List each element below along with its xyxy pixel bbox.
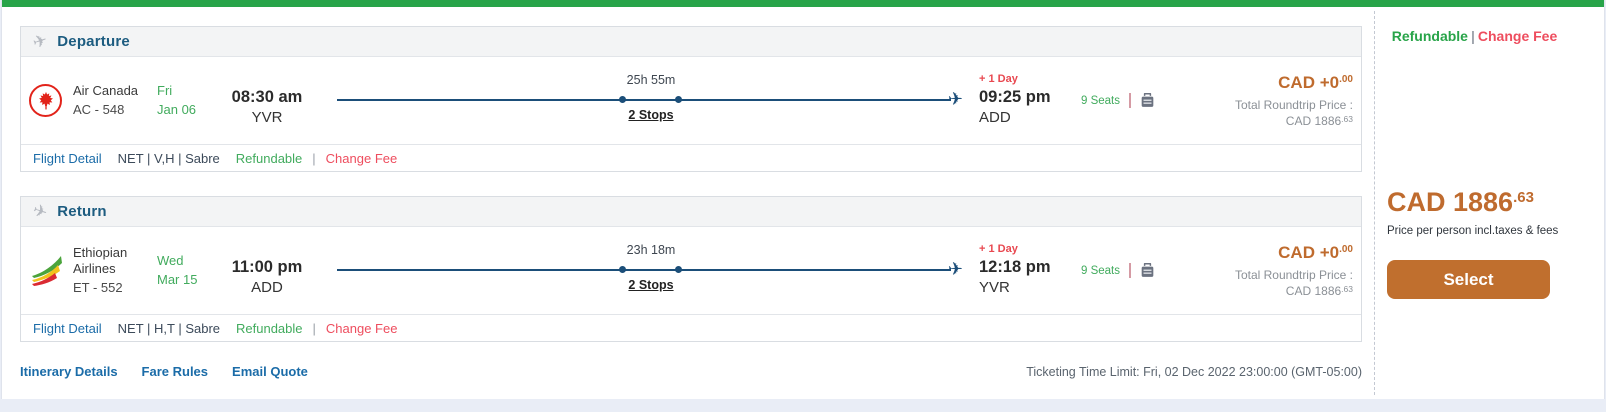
- flight-duration: 25h 55m: [626, 72, 676, 87]
- depart-time: 08:30 am: [231, 87, 303, 106]
- section-title: Departure: [57, 33, 130, 50]
- departure-card: ✈ Departure Air Canada AC - 548 Fri: [20, 26, 1362, 172]
- seats-available: 9 Seats: [1081, 264, 1120, 277]
- route-plane-icon: ✈: [947, 258, 963, 279]
- price-delta: CAD +0.00: [1278, 73, 1353, 92]
- arrive-time: 12:18 pm: [979, 257, 1051, 276]
- return-card-header: ✈ Return: [21, 197, 1361, 227]
- return-date: Mar 15: [157, 271, 198, 287]
- fare-summary-panel: Refundable | Change Fee CAD 1886.63 Price …: [1375, 7, 1604, 399]
- email-quote-link[interactable]: Email Quote: [232, 364, 308, 379]
- plus-day-badge: + 1 Day: [979, 72, 1018, 85]
- depart-airport: YVR: [251, 109, 283, 127]
- divider: [1129, 93, 1131, 108]
- return-day: Wed: [157, 252, 184, 268]
- return-card: ✈ Return Ethiopian Airlines ET - 552 Wed: [20, 196, 1362, 342]
- itinerary-pane: ✈ Departure Air Canada AC - 548 Fri: [2, 7, 1374, 399]
- flight-detail-link[interactable]: Flight Detail: [33, 320, 102, 336]
- route-line: [337, 266, 951, 273]
- route-graphic: 25h 55m ✈ 2 Stops: [337, 71, 965, 131]
- flight-detail-link[interactable]: Flight Detail: [33, 150, 102, 166]
- section-title: Return: [57, 203, 107, 220]
- route-graphic: 23h 18m ✈ 2 Stops: [337, 241, 965, 301]
- flight-number: ET - 552: [73, 280, 123, 296]
- depart-airport: ADD: [251, 279, 283, 297]
- price-per-person-note: Price per person incl.taxes & fees: [1387, 225, 1559, 237]
- ethiopian-airlines-logo-icon: [29, 254, 65, 288]
- airline-name: Ethiopian Airlines: [73, 244, 128, 276]
- route-line: [337, 96, 951, 103]
- arrive-time: 09:25 pm: [979, 87, 1051, 106]
- total-roundtrip-price: CAD 1886.63: [1285, 114, 1353, 128]
- baggage-icon[interactable]: [1140, 92, 1155, 109]
- fare-basis-info: NET | H,T | Sabre: [117, 320, 221, 336]
- fare-basis-info: NET | V,H | Sabre: [117, 150, 220, 166]
- flight-number: AC - 548: [73, 102, 125, 117]
- bottom-action-row: Itinerary Details Fare Rules Email Quote…: [20, 364, 1362, 379]
- arrive-airport: YVR: [979, 279, 1010, 297]
- price-delta: CAD +0.00: [1278, 243, 1353, 262]
- itinerary-details-link[interactable]: Itinerary Details: [20, 364, 118, 379]
- page-bottom-strip: [2, 399, 1604, 412]
- total-price-label: Total Roundtrip Price :: [1234, 268, 1353, 282]
- ticketing-time-limit: Ticketing Time Limit: Fri, 02 Dec 2022 2…: [1026, 364, 1362, 379]
- air-canada-logo-icon: [29, 84, 62, 117]
- divider: [1129, 263, 1131, 278]
- stop-dot: [619, 96, 627, 103]
- departure-card-footer: Flight Detail NET | V,H | Sabre Refundab…: [21, 144, 1361, 171]
- seats-available: 9 Seats: [1081, 94, 1120, 107]
- return-card-footer: Flight Detail NET | H,T | Sabre Refundab…: [21, 314, 1361, 341]
- departure-plane-icon: ✈: [30, 30, 50, 53]
- stops-link[interactable]: 2 Stops: [628, 107, 674, 122]
- stop-dot: [674, 96, 682, 103]
- refundable-label: Refundable: [235, 150, 303, 166]
- departure-day: Fri: [157, 82, 173, 98]
- top-accent-bar: [2, 0, 1604, 7]
- flight-duration: 23h 18m: [626, 242, 676, 257]
- refundable-label: Refundable: [236, 320, 303, 336]
- refundable-label: Refundable: [1391, 28, 1468, 44]
- total-price-label: Total Roundtrip Price :: [1234, 98, 1353, 112]
- airline-name: Air Canada: [73, 82, 139, 98]
- total-fare-price: CAD 1886.63: [1387, 187, 1534, 217]
- return-plane-icon: ✈: [30, 200, 50, 223]
- change-fee-label: Change Fee: [325, 150, 398, 166]
- change-fee-label: Change Fee: [325, 320, 398, 336]
- total-roundtrip-price: CAD 1886.63: [1285, 284, 1353, 298]
- fare-rules-link[interactable]: Fare Rules: [141, 364, 209, 379]
- departure-date: Jan 06: [157, 101, 197, 117]
- baggage-icon[interactable]: [1140, 262, 1155, 279]
- dashed-divider: [1374, 11, 1375, 395]
- select-button[interactable]: Select: [1387, 260, 1550, 299]
- arrive-airport: ADD: [979, 109, 1011, 127]
- stop-dot: [674, 266, 682, 273]
- route-plane-icon: ✈: [947, 88, 963, 109]
- fare-conditions: Refundable | Change Fee: [1391, 28, 1558, 44]
- plus-day-badge: + 1 Day: [979, 242, 1018, 255]
- stop-dot: [619, 266, 627, 273]
- departure-card-header: ✈ Departure: [21, 27, 1361, 57]
- departure-flight-row: Air Canada AC - 548 Fri Jan 06 08:30 am …: [21, 57, 1361, 144]
- depart-time: 11:00 pm: [231, 257, 303, 276]
- change-fee-label: Change Fee: [1477, 28, 1558, 44]
- stops-link[interactable]: 2 Stops: [628, 277, 674, 292]
- return-flight-row: Ethiopian Airlines ET - 552 Wed Mar 15 1…: [21, 227, 1361, 314]
